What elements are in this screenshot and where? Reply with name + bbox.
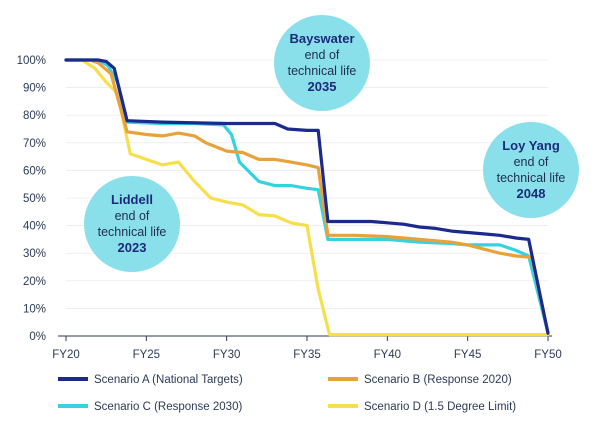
y-tick-label: 100% bbox=[17, 55, 46, 67]
annotation-year: 2023 bbox=[118, 240, 147, 255]
annotation-line: technical life bbox=[98, 225, 167, 239]
x-tick-label: FY35 bbox=[293, 349, 321, 361]
annotation-bubble bbox=[274, 15, 370, 111]
axis-layer: 0% 10% 20% 30% 40% 50% 60% 70% 80% 90% 100% FY20 FY2… bbox=[17, 55, 562, 361]
series-line-d bbox=[64, 58, 550, 337]
x-tick-label: FY20 bbox=[52, 349, 80, 361]
y-tick-label: 20% bbox=[23, 276, 46, 288]
y-tick-label: 70% bbox=[23, 138, 46, 150]
y-tick-label: 40% bbox=[23, 221, 46, 233]
annotation-line: end of bbox=[115, 209, 150, 223]
annotation-line: technical life bbox=[288, 64, 357, 78]
y-tick-label: 0% bbox=[29, 331, 46, 343]
annotation-year: 2035 bbox=[308, 79, 337, 94]
annotation-title: Liddell bbox=[111, 192, 153, 207]
y-tick-label: 80% bbox=[23, 110, 46, 122]
x-tick-label: FY45 bbox=[454, 349, 482, 361]
annotation-line: end of bbox=[514, 155, 549, 169]
annotation-line: end of bbox=[305, 48, 340, 62]
series-line-b bbox=[64, 58, 550, 335]
legend-label: Scenario A (National Targets) bbox=[94, 374, 243, 386]
y-tick-label: 90% bbox=[23, 83, 46, 95]
annotation-title: Loy Yang bbox=[502, 138, 560, 153]
annotation-bubble bbox=[84, 176, 180, 272]
y-tick-label: 30% bbox=[23, 248, 46, 260]
legend-item: Scenario D (1.5 Degree Limit) bbox=[328, 401, 516, 413]
series-layer bbox=[64, 58, 550, 337]
y-tick-label: 60% bbox=[23, 165, 46, 177]
x-tick-label: FY40 bbox=[374, 349, 402, 361]
annotation-title: Bayswater bbox=[289, 31, 354, 46]
annotation-line: technical life bbox=[497, 171, 566, 185]
legend-label: Scenario C (Response 2030) bbox=[94, 401, 242, 413]
x-tick-label: FY30 bbox=[213, 349, 241, 361]
y-tick-label: 10% bbox=[23, 303, 46, 315]
annotation-year: 2048 bbox=[517, 186, 546, 201]
legend-item: Scenario B (Response 2020) bbox=[328, 374, 512, 386]
legend: Scenario A (National Targets) Scenario B … bbox=[58, 374, 516, 413]
legend-item: Scenario C (Response 2030) bbox=[58, 401, 242, 413]
y-tick-label: 50% bbox=[23, 193, 46, 205]
annotation-bubble bbox=[483, 122, 579, 218]
x-tick-label: FY50 bbox=[534, 349, 562, 361]
series-line-a bbox=[64, 58, 550, 335]
legend-item: Scenario A (National Targets) bbox=[58, 374, 243, 386]
legend-label: Scenario B (Response 2020) bbox=[364, 374, 512, 386]
x-tick-label: FY25 bbox=[133, 349, 161, 361]
legend-label: Scenario D (1.5 Degree Limit) bbox=[364, 401, 516, 413]
